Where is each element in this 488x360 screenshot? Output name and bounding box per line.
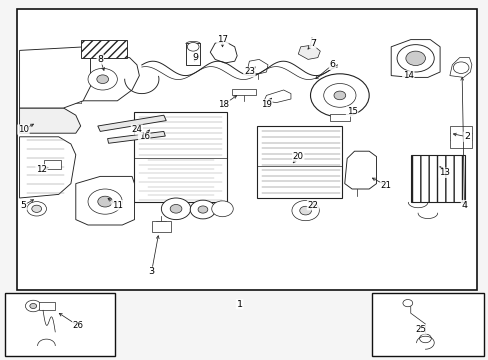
- Circle shape: [25, 300, 41, 312]
- Bar: [17, 9, 476, 290]
- Polygon shape: [76, 176, 134, 225]
- Text: 16: 16: [139, 132, 149, 141]
- Text: 12: 12: [36, 165, 47, 174]
- Circle shape: [88, 68, 117, 90]
- Text: 15: 15: [346, 107, 357, 116]
- Polygon shape: [107, 131, 165, 143]
- Circle shape: [333, 91, 345, 100]
- Bar: [81, 40, 127, 58]
- Polygon shape: [20, 108, 81, 133]
- Bar: [5, 293, 115, 356]
- Polygon shape: [449, 58, 471, 77]
- Circle shape: [98, 196, 112, 207]
- Text: 4: 4: [461, 201, 467, 210]
- Circle shape: [291, 201, 319, 221]
- Polygon shape: [20, 47, 90, 108]
- Polygon shape: [390, 40, 439, 77]
- Text: 3: 3: [148, 267, 154, 276]
- Bar: [410, 155, 464, 202]
- Text: 13: 13: [439, 168, 449, 177]
- Circle shape: [419, 334, 430, 343]
- Text: 2: 2: [463, 132, 469, 141]
- Circle shape: [211, 201, 233, 217]
- Text: 14: 14: [402, 71, 413, 80]
- Bar: [329, 114, 349, 121]
- Text: 19: 19: [261, 100, 271, 109]
- Text: 17: 17: [217, 35, 227, 44]
- Circle shape: [32, 205, 41, 212]
- Circle shape: [198, 206, 207, 213]
- Text: 25: 25: [414, 325, 425, 334]
- Bar: [256, 126, 342, 198]
- Text: 1: 1: [236, 300, 242, 309]
- Circle shape: [299, 206, 311, 215]
- Text: 11: 11: [112, 201, 122, 210]
- Polygon shape: [98, 115, 166, 131]
- Bar: [44, 160, 61, 169]
- Polygon shape: [246, 59, 267, 74]
- Circle shape: [30, 303, 37, 309]
- Text: 21: 21: [380, 181, 391, 190]
- Circle shape: [405, 51, 425, 66]
- Bar: [449, 126, 471, 148]
- Polygon shape: [78, 58, 139, 101]
- Text: 7: 7: [309, 39, 315, 48]
- Circle shape: [97, 75, 108, 84]
- Polygon shape: [264, 90, 290, 103]
- Polygon shape: [298, 45, 320, 59]
- Text: 20: 20: [292, 152, 303, 161]
- Circle shape: [402, 300, 412, 307]
- Text: 10: 10: [18, 125, 29, 134]
- Text: 8: 8: [97, 55, 103, 64]
- Text: 5: 5: [20, 201, 26, 210]
- Circle shape: [170, 204, 182, 213]
- Text: 18: 18: [218, 100, 229, 109]
- Polygon shape: [210, 41, 237, 63]
- Bar: [151, 221, 171, 232]
- Circle shape: [190, 200, 215, 219]
- Text: 26: 26: [73, 321, 83, 330]
- Circle shape: [323, 84, 355, 107]
- Text: 9: 9: [192, 53, 198, 62]
- Circle shape: [310, 74, 368, 117]
- Bar: [134, 112, 227, 202]
- Circle shape: [161, 198, 190, 220]
- Text: 22: 22: [307, 201, 318, 210]
- Circle shape: [88, 189, 122, 214]
- Polygon shape: [20, 137, 76, 198]
- Polygon shape: [344, 151, 376, 189]
- Circle shape: [396, 45, 433, 72]
- Bar: [185, 43, 200, 65]
- Circle shape: [187, 42, 199, 51]
- Text: 24: 24: [131, 125, 142, 134]
- Circle shape: [27, 202, 46, 216]
- Bar: [232, 89, 255, 95]
- Text: 6: 6: [329, 60, 335, 69]
- Text: 23: 23: [244, 68, 254, 77]
- Circle shape: [452, 62, 468, 73]
- Bar: [39, 302, 55, 310]
- Bar: [371, 293, 483, 356]
